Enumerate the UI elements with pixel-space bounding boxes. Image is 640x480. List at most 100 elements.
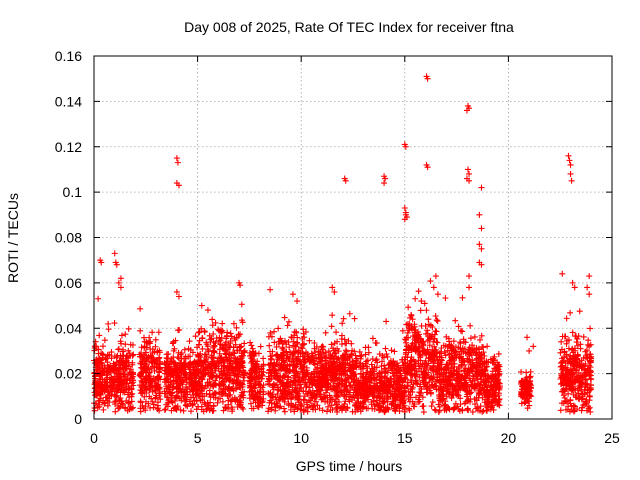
data-point — [522, 399, 529, 406]
data-point — [404, 321, 411, 328]
data-point — [260, 361, 267, 368]
data-point — [212, 319, 219, 326]
data-point — [241, 388, 248, 395]
data-point — [259, 384, 266, 391]
data-point — [178, 350, 185, 357]
data-point — [525, 383, 532, 390]
data-point — [180, 407, 187, 414]
data-point — [572, 393, 579, 400]
data-point — [341, 351, 348, 358]
data-point — [559, 355, 566, 362]
data-point — [254, 397, 261, 404]
data-point — [284, 356, 291, 363]
data-point — [230, 354, 237, 361]
data-point — [296, 373, 303, 380]
data-point — [288, 358, 295, 365]
data-point — [143, 379, 150, 386]
data-point — [166, 383, 173, 390]
data-point — [137, 327, 144, 334]
data-point — [483, 407, 490, 414]
data-point — [106, 399, 113, 406]
data-point — [137, 398, 144, 405]
data-point — [496, 386, 503, 393]
data-point — [388, 364, 395, 371]
data-point — [356, 383, 363, 390]
data-point — [340, 315, 347, 322]
data-point — [353, 362, 360, 369]
data-point — [306, 358, 313, 365]
data-point — [420, 342, 427, 349]
data-point — [467, 322, 474, 329]
data-point — [404, 382, 411, 389]
data-point — [485, 397, 492, 404]
data-point — [433, 328, 440, 335]
data-point — [567, 170, 574, 177]
data-point — [576, 379, 583, 386]
data-point — [274, 402, 281, 409]
data-point — [426, 334, 433, 341]
data-point — [170, 361, 177, 368]
data-point — [440, 392, 447, 399]
data-point — [569, 279, 576, 286]
data-point — [584, 284, 591, 291]
data-point — [281, 314, 288, 321]
data-point — [247, 384, 254, 391]
data-point — [313, 398, 320, 405]
data-point — [91, 407, 98, 414]
data-point — [309, 394, 316, 401]
data-point — [316, 405, 323, 412]
data-point — [152, 336, 159, 343]
data-point — [178, 397, 185, 404]
data-point — [427, 364, 434, 371]
data-point — [147, 376, 154, 383]
data-point — [146, 334, 153, 341]
data-point — [527, 368, 534, 375]
data-point — [410, 381, 417, 388]
data-point — [187, 408, 194, 415]
data-point — [266, 381, 273, 388]
data-point — [237, 331, 244, 338]
data-point — [325, 403, 332, 410]
data-point — [182, 402, 189, 409]
data-point — [415, 365, 422, 372]
data-point — [285, 402, 292, 409]
data-point — [239, 381, 246, 388]
data-point — [562, 360, 569, 367]
data-point — [429, 324, 436, 331]
x-tick-label: 20 — [501, 430, 517, 446]
data-point — [301, 334, 308, 341]
data-points-layer — [91, 73, 595, 416]
data-point — [362, 344, 369, 351]
data-point — [383, 375, 390, 382]
data-point — [138, 344, 145, 351]
data-point — [489, 396, 496, 403]
data-point — [201, 366, 208, 373]
data-point — [197, 380, 204, 387]
data-point — [166, 389, 173, 396]
data-point — [420, 403, 427, 410]
data-point — [220, 390, 227, 397]
data-point — [101, 378, 108, 385]
data-point — [482, 372, 489, 379]
data-point — [291, 369, 298, 376]
data-point — [566, 378, 573, 385]
y-tick-label: 0.14 — [55, 93, 82, 109]
data-point — [568, 403, 575, 410]
data-point — [116, 404, 123, 411]
data-point — [363, 358, 370, 365]
data-point — [193, 406, 200, 413]
data-point — [379, 387, 386, 394]
data-point — [384, 389, 391, 396]
data-point — [117, 395, 124, 402]
data-point — [399, 382, 406, 389]
data-point — [398, 397, 405, 404]
data-point — [100, 343, 107, 350]
data-point — [199, 345, 206, 352]
data-point — [518, 377, 525, 384]
data-point — [495, 396, 502, 403]
data-point — [328, 323, 335, 330]
data-point — [432, 382, 439, 389]
data-point — [391, 348, 398, 355]
data-point — [287, 351, 294, 358]
data-point — [189, 400, 196, 407]
